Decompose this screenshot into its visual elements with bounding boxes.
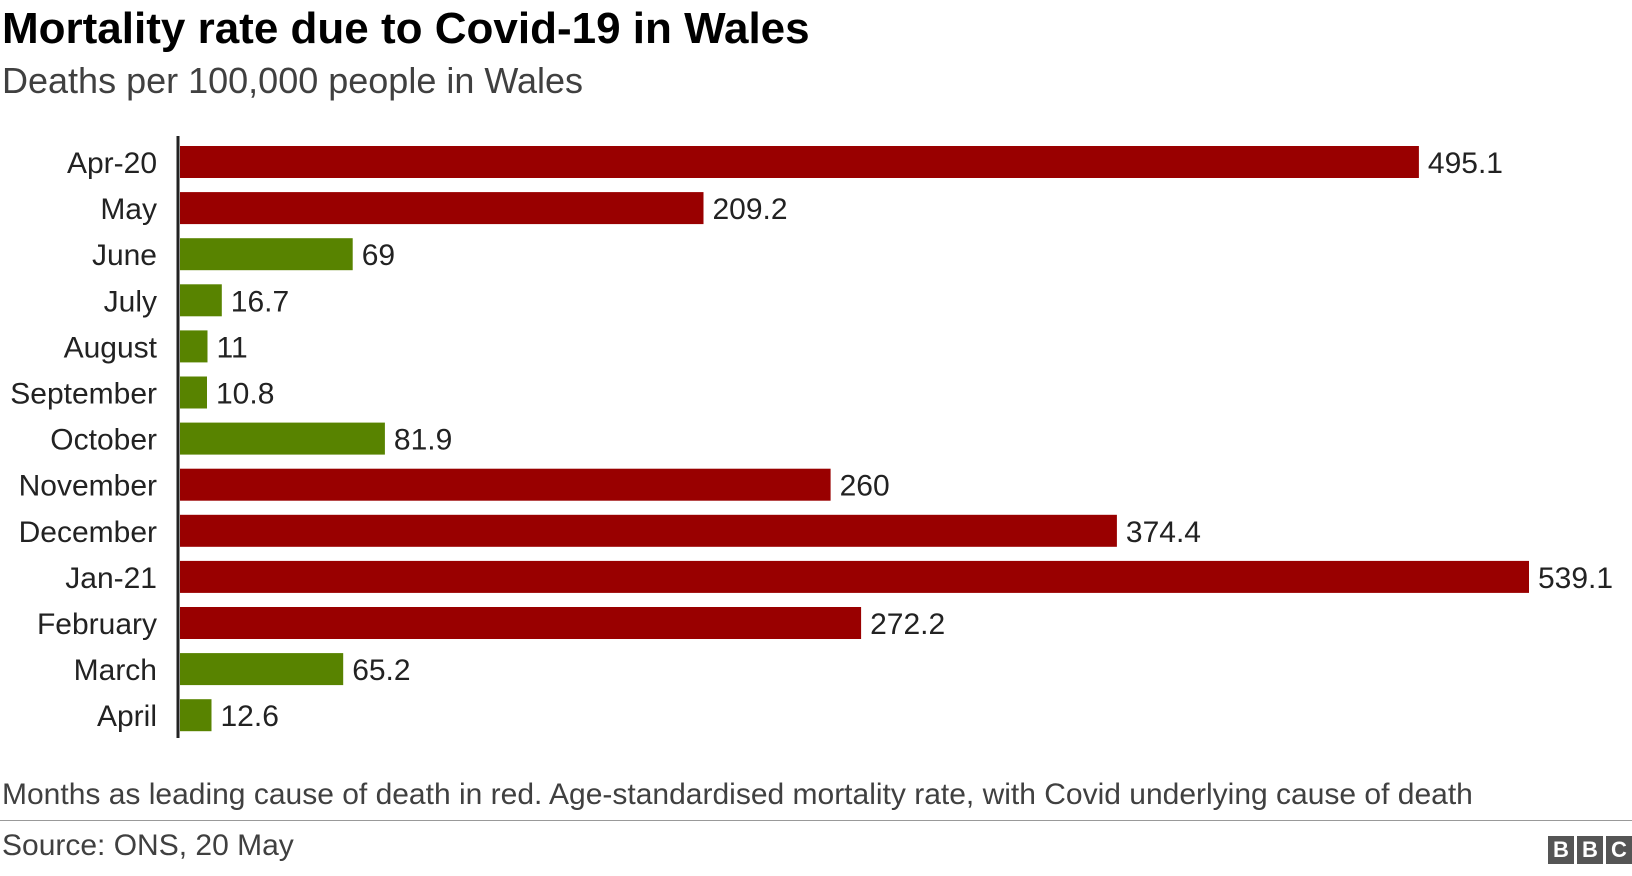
bbc-logo-letter-b1: B	[1548, 836, 1574, 864]
bbc-logo-letter-b2: B	[1577, 836, 1603, 864]
value-label: 260	[840, 470, 890, 503]
category-label: December	[19, 516, 157, 549]
value-label: 16.7	[231, 285, 289, 318]
category-label: October	[50, 424, 157, 457]
footer-divider	[0, 820, 1632, 821]
value-labels-group: 495.1 209.2 69 16.7 11 10.8 81.9 260 374.4 539.1 2…	[216, 147, 1613, 733]
value-label: 69	[362, 239, 395, 272]
category-label: Jan-21	[65, 562, 157, 595]
value-label: 11	[217, 331, 248, 364]
category-label: February	[37, 608, 157, 641]
value-label: 12.6	[221, 700, 279, 733]
bar-chart: Apr-20 May June July August September October N…	[10, 136, 1613, 738]
bars-group	[180, 146, 1529, 732]
category-label: May	[100, 193, 157, 226]
bar-march	[180, 653, 344, 686]
bar-december	[180, 514, 1117, 547]
bar-jan-21	[180, 560, 1529, 593]
chart-subtitle: Deaths per 100,000 people in Wales	[2, 60, 584, 101]
value-label: 65.2	[352, 654, 410, 687]
category-label: November	[19, 470, 157, 503]
value-label: 374.4	[1126, 516, 1201, 549]
value-label: 209.2	[713, 193, 788, 226]
bar-october	[180, 422, 385, 455]
value-label: 539.1	[1538, 562, 1613, 595]
value-label: 272.2	[870, 608, 945, 641]
value-label: 81.9	[394, 424, 452, 457]
value-label: 495.1	[1428, 147, 1503, 180]
bar-november	[180, 468, 831, 501]
bbc-logo: B B C	[1548, 836, 1632, 864]
category-labels-group: Apr-20 May June July August September October N…	[10, 147, 157, 733]
bar-august	[180, 330, 208, 363]
bar-july	[180, 284, 222, 317]
bar-april	[180, 699, 212, 732]
bar-may	[180, 192, 704, 225]
category-label: September	[10, 378, 157, 411]
category-label: July	[104, 285, 157, 318]
category-label: Apr-20	[67, 147, 157, 180]
bar-june	[180, 238, 353, 271]
category-label: June	[92, 239, 157, 272]
source-text: Source: ONS, 20 May	[2, 829, 294, 862]
value-label: 10.8	[216, 378, 274, 411]
bar-apr-20	[180, 146, 1419, 178]
chart-note: Months as leading cause of death in red.…	[2, 778, 1473, 811]
chart-title: Mortality rate due to Covid-19 in Wales	[2, 4, 810, 53]
bar-february	[180, 607, 862, 639]
category-label: March	[74, 654, 157, 687]
category-label: August	[64, 331, 158, 364]
bar-september	[180, 376, 207, 409]
bbc-logo-letter-c: C	[1606, 836, 1632, 864]
category-label: April	[97, 700, 157, 733]
